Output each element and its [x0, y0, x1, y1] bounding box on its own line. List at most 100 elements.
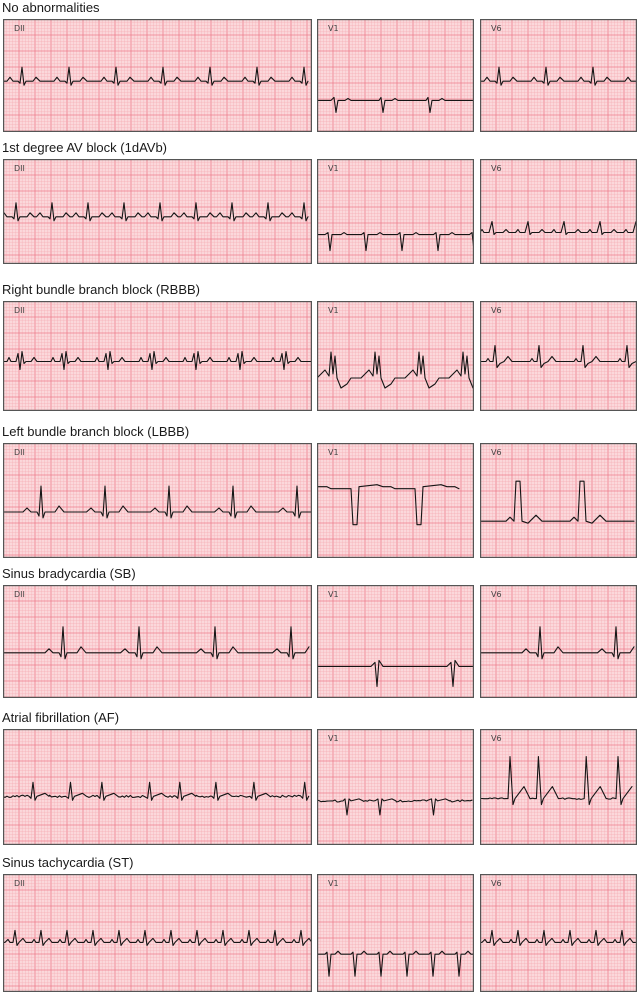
ecg-trace	[480, 220, 637, 236]
row-title: Sinus bradycardia (SB)	[2, 566, 136, 581]
lead-label: DII	[14, 24, 25, 33]
ecg-grid	[3, 443, 312, 558]
ecg-grid	[480, 159, 637, 264]
row-title: No abnormalities	[2, 0, 100, 15]
strip-border	[3, 301, 312, 411]
lead-label: DII	[14, 164, 25, 173]
lead-label: V1	[328, 734, 339, 743]
ecg-paper	[3, 301, 312, 411]
strip-border	[317, 729, 474, 845]
ecg-strip-v1: V1	[317, 874, 474, 992]
ecg-grid	[480, 585, 637, 698]
ecg-trace	[317, 659, 474, 687]
ecg-paper	[480, 585, 637, 698]
strip-border	[317, 585, 474, 698]
ecg-grid	[480, 443, 637, 558]
lead-label: V6	[491, 734, 502, 743]
ecg-grid	[317, 301, 474, 411]
ecg-strip-v1: V1	[317, 585, 474, 698]
strip-border	[3, 19, 312, 132]
strip-border	[317, 874, 474, 992]
lead-label: V6	[491, 24, 502, 33]
lead-label: V6	[491, 879, 502, 888]
ecg-paper	[3, 729, 312, 845]
strip-border	[480, 443, 637, 558]
ecg-strip-v6: V6	[480, 19, 637, 132]
strip-border	[3, 729, 312, 845]
ecg-strip-v1: V1	[317, 19, 474, 132]
ecg-trace	[317, 798, 473, 816]
ecg-trace	[480, 480, 635, 524]
lead-label: V1	[328, 306, 339, 315]
strip-border	[3, 874, 312, 992]
lead-label: V6	[491, 306, 502, 315]
lead-label: V1	[328, 879, 339, 888]
ecg-strip-v6: V6	[480, 585, 637, 698]
strip-border	[480, 729, 637, 845]
strip-border	[480, 19, 637, 132]
ecg-trace	[3, 626, 310, 660]
ecg-trace	[480, 929, 637, 946]
strip-border	[317, 159, 474, 264]
ecg-strip-lead	[3, 729, 312, 845]
strip-border	[480, 874, 637, 992]
ecg-trace	[480, 626, 635, 660]
ecg-trace	[3, 66, 309, 86]
ecg-strip-dii: DII	[3, 443, 312, 558]
row-title: Left bundle branch block (LBBB)	[2, 424, 190, 439]
ecg-strip-dii: DII	[3, 874, 312, 992]
row-title: Atrial fibrillation (AF)	[2, 710, 120, 725]
ecg-paper	[317, 729, 474, 845]
ecg-trace	[3, 202, 309, 222]
ecg-trace	[3, 485, 312, 519]
lead-label: V6	[491, 448, 502, 457]
ecg-strip-v1: V1	[317, 301, 474, 411]
ecg-grid	[317, 443, 474, 558]
ecg-strip-v6: V6	[480, 159, 637, 264]
ecg-strip-dii: DII	[3, 301, 312, 411]
strip-border	[317, 19, 474, 132]
ecg-paper	[480, 301, 637, 411]
lead-label: V6	[491, 590, 502, 599]
ecg-strip-dii: DII	[3, 159, 312, 264]
ecg-paper	[317, 159, 474, 264]
ecg-paper	[480, 19, 637, 132]
ecg-trace	[3, 781, 310, 801]
ecg-paper	[317, 874, 474, 992]
ecg-paper	[480, 729, 637, 845]
strip-border	[317, 301, 474, 411]
lead-label: V1	[328, 164, 339, 173]
ecg-paper	[317, 19, 474, 132]
ecg-trace	[480, 344, 637, 369]
ecg-strip-v6: V6	[480, 443, 637, 558]
ecg-strip-v1: V1	[317, 443, 474, 558]
ecg-grid	[317, 729, 474, 845]
ecg-paper	[3, 585, 312, 698]
ecg-trace	[317, 950, 474, 977]
ecg-trace	[480, 756, 633, 806]
ecg-trace	[317, 96, 474, 113]
lead-label: V1	[328, 448, 339, 457]
strip-border	[480, 585, 637, 698]
strip-border	[317, 443, 474, 558]
ecg-grid	[480, 874, 637, 992]
row-title: 1st degree AV block (1dAVb)	[2, 140, 168, 155]
strip-border	[3, 159, 312, 264]
ecg-paper	[317, 585, 474, 698]
ecg-trace	[317, 232, 474, 252]
strip-border	[480, 159, 637, 264]
ecg-trace	[317, 484, 460, 526]
ecg-grid	[3, 19, 312, 132]
ecg-paper	[317, 301, 474, 411]
lead-label: V1	[328, 590, 339, 599]
ecg-strip-v1: V1	[317, 729, 474, 845]
ecg-trace	[317, 351, 474, 389]
ecg-strip-v6: V6	[480, 729, 637, 845]
ecg-strip-v6: V6	[480, 301, 637, 411]
lead-label: V6	[491, 164, 502, 173]
strip-border	[3, 443, 312, 558]
ecg-paper	[480, 874, 637, 992]
row-title: Right bundle branch block (RBBB)	[2, 282, 200, 297]
lead-label: V1	[328, 24, 339, 33]
ecg-grid	[3, 301, 312, 411]
